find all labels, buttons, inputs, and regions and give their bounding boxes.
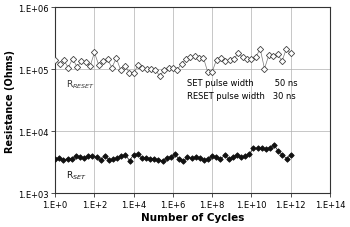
Text: R$_{RESET}$: R$_{RESET}$: [66, 78, 95, 90]
Text: SET pulse width        50 ns
RESET pulse width   30 ns: SET pulse width 50 ns RESET pulse width …: [187, 79, 298, 100]
Text: R$_{SET}$: R$_{SET}$: [66, 169, 86, 181]
X-axis label: Number of Cycles: Number of Cycles: [141, 212, 244, 222]
Y-axis label: Resistance (Ohms): Resistance (Ohms): [5, 50, 15, 152]
